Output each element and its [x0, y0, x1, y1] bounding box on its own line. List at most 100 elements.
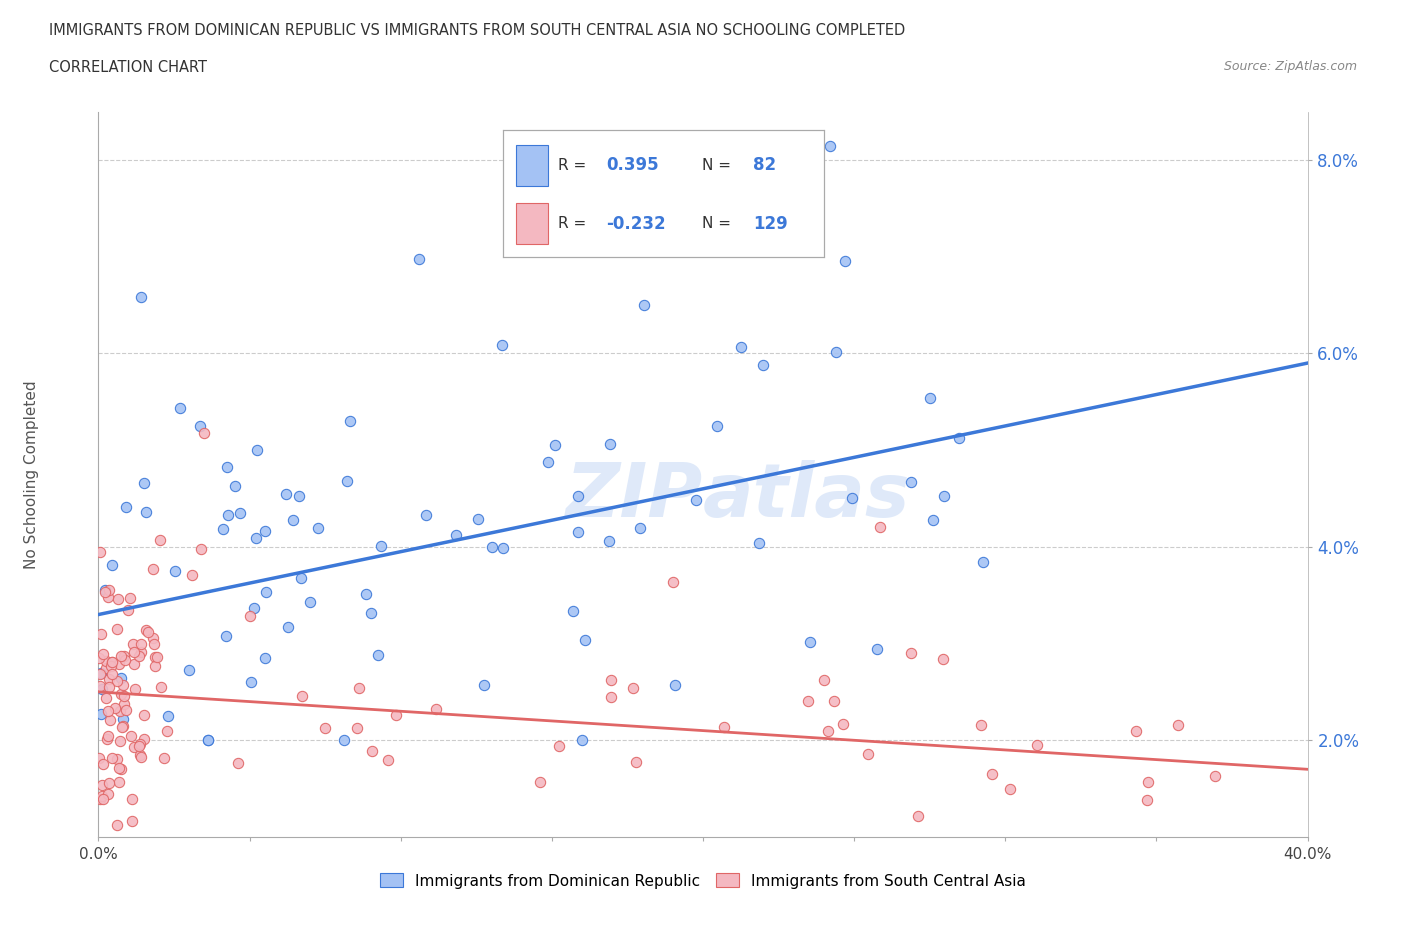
Point	[599, 690, 621, 705]
Point	[188, 419, 211, 434]
Point	[96, 732, 118, 747]
Point	[190, 541, 212, 556]
Point	[96, 661, 118, 676]
Point	[112, 719, 135, 734]
Point	[600, 672, 623, 687]
Point	[149, 680, 172, 695]
Point	[333, 733, 356, 748]
Point	[797, 694, 820, 709]
Point	[108, 761, 131, 776]
Point	[121, 814, 143, 829]
Point	[108, 657, 131, 671]
Point	[93, 646, 115, 661]
Point	[169, 400, 191, 415]
Point	[110, 671, 132, 686]
Point	[128, 738, 150, 753]
Point	[134, 476, 156, 491]
Legend: Immigrants from Dominican Republic, Immigrants from South Central Asia: Immigrants from Dominican Republic, Immi…	[374, 868, 1032, 895]
Point	[981, 766, 1004, 781]
Point	[298, 594, 321, 609]
Point	[752, 357, 775, 372]
Point	[283, 512, 305, 527]
Point	[89, 666, 111, 681]
Point	[91, 791, 114, 806]
Point	[215, 629, 238, 644]
Point	[336, 474, 359, 489]
Point	[314, 721, 336, 736]
Point	[932, 651, 955, 666]
Point	[934, 488, 956, 503]
Point	[1204, 768, 1226, 783]
Point	[120, 729, 142, 744]
Point	[94, 654, 117, 669]
Point	[97, 672, 120, 687]
Point	[972, 555, 994, 570]
Point	[633, 298, 655, 312]
Point	[97, 680, 120, 695]
Point	[129, 737, 152, 751]
Point	[1150, 859, 1173, 874]
Point	[142, 636, 165, 651]
Point	[799, 634, 821, 649]
Point	[89, 792, 111, 807]
Point	[664, 678, 686, 693]
Point	[1137, 774, 1160, 789]
Point	[472, 677, 495, 692]
Point	[98, 776, 121, 790]
Point	[131, 750, 153, 764]
Point	[361, 743, 384, 758]
Point	[101, 751, 124, 765]
Text: No Schooling Completed: No Schooling Completed	[24, 380, 39, 568]
Point	[598, 534, 620, 549]
Point	[197, 733, 219, 748]
Point	[841, 491, 863, 506]
Point	[193, 425, 215, 440]
Point	[240, 674, 263, 689]
Point	[128, 648, 150, 663]
Point	[529, 775, 551, 790]
Point	[291, 689, 314, 704]
Point	[97, 703, 120, 718]
Point	[89, 679, 111, 694]
Point	[105, 622, 128, 637]
Point	[254, 585, 277, 600]
Point	[1167, 718, 1189, 733]
Point	[628, 520, 651, 535]
Point	[101, 666, 124, 681]
Point	[918, 391, 941, 405]
Point	[274, 486, 297, 501]
Point	[748, 536, 770, 551]
Point	[624, 754, 647, 769]
Point	[121, 791, 143, 806]
Point	[105, 817, 128, 832]
Text: atlas: atlas	[703, 459, 911, 533]
Point	[105, 673, 128, 688]
Point	[229, 506, 252, 521]
Point	[253, 524, 276, 538]
Point	[136, 624, 159, 639]
Point	[866, 642, 889, 657]
Point	[134, 732, 156, 747]
Point	[107, 591, 129, 606]
Point	[385, 708, 408, 723]
Point	[101, 655, 124, 670]
Point	[567, 525, 589, 539]
Point	[104, 700, 127, 715]
Point	[562, 604, 585, 618]
Point	[97, 728, 120, 743]
Point	[226, 755, 249, 770]
Point	[349, 681, 371, 696]
Point	[713, 719, 735, 734]
Point	[177, 662, 200, 677]
Point	[621, 681, 644, 696]
Point	[120, 591, 142, 605]
Point	[211, 522, 233, 537]
Point	[467, 512, 489, 526]
Point	[730, 339, 752, 354]
Point	[89, 751, 111, 765]
Point	[112, 649, 135, 664]
Point	[135, 505, 157, 520]
Point	[1078, 867, 1101, 882]
Point	[108, 775, 131, 790]
Point	[834, 253, 856, 268]
